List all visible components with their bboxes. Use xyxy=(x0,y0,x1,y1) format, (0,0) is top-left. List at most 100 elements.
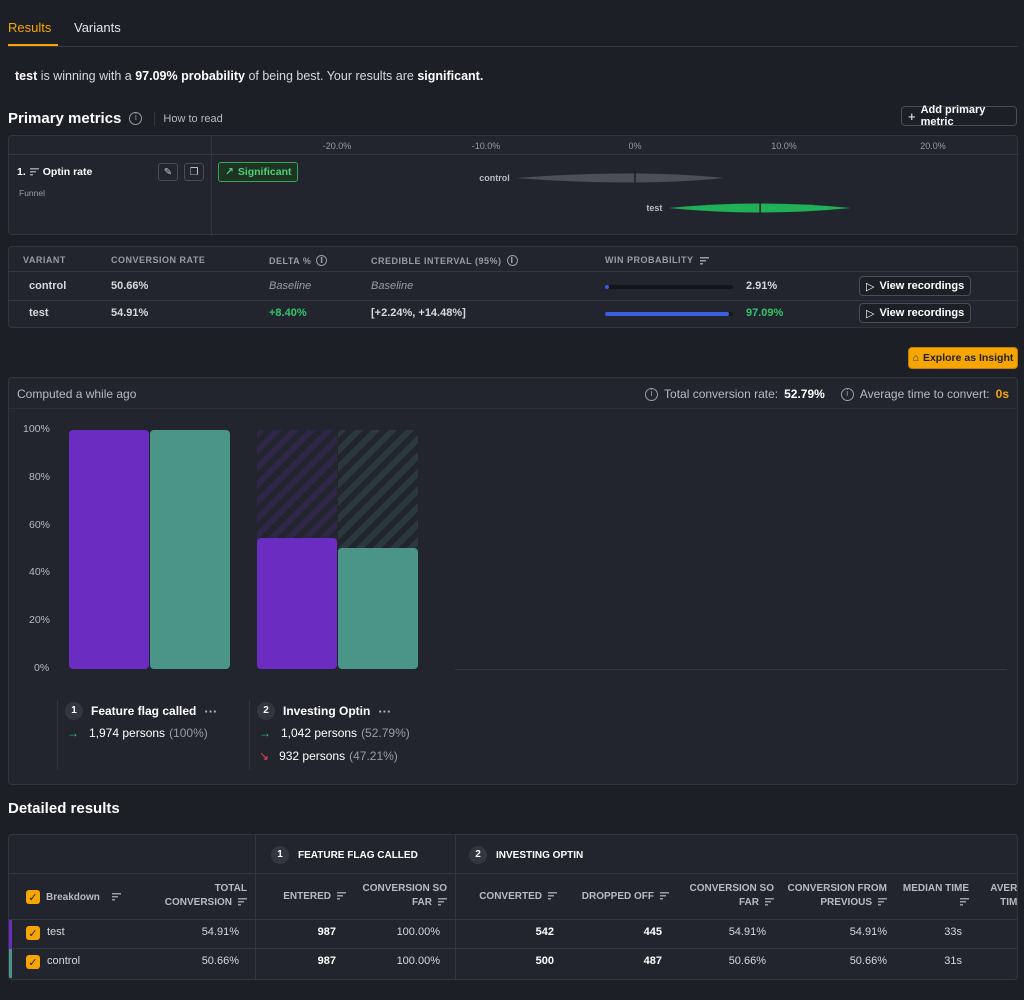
row-checkbox[interactable]: ✓ xyxy=(26,955,40,969)
y-tick-label: 40% xyxy=(29,566,51,579)
metric-index: 1. xyxy=(17,166,26,178)
header-label: Breakdown xyxy=(46,891,100,903)
persons-count: 1,042 persons xyxy=(281,726,358,740)
sort-icon[interactable] xyxy=(238,898,247,907)
divider xyxy=(9,271,1019,272)
info-icon[interactable]: i xyxy=(129,112,143,125)
column-header[interactable]: Total conversion xyxy=(147,882,247,910)
interval-violin-control xyxy=(515,173,725,183)
divider xyxy=(9,408,1019,409)
sort-icon[interactable] xyxy=(337,892,346,901)
column-header[interactable]: Dropped off xyxy=(569,890,669,904)
variant-name: control xyxy=(29,280,67,292)
duplicate-icon[interactable]: ❐ xyxy=(184,163,204,181)
select-all-checkbox[interactable]: ✓ xyxy=(26,890,40,904)
divider xyxy=(455,835,456,979)
section-title: Primary metrics xyxy=(8,110,122,127)
sort-icon[interactable] xyxy=(878,898,887,907)
add-primary-metric-button[interactable]: + Add primary metric xyxy=(901,104,1017,128)
dropped-persons: ↘ 932 persons (47.21%) xyxy=(259,749,398,763)
divider xyxy=(9,300,1019,301)
tab-results[interactable]: Results xyxy=(8,20,52,35)
cell-from_prev: 50.66% xyxy=(849,955,887,967)
cell-converted: 500 xyxy=(535,955,554,967)
cell-dropped: 445 xyxy=(643,926,662,938)
sort-icon[interactable] xyxy=(438,898,447,907)
axis-tick-label: 0% xyxy=(628,141,642,151)
edit-icon[interactable]: ✎ xyxy=(158,163,178,181)
primary-metric-panel: -20.0% -10.0% 0% 10.0% 20.0% 1. Optin rate F… xyxy=(8,135,1019,236)
group-feature-flag-called: 1 Feature flag called xyxy=(271,846,418,864)
info-icon[interactable]: i xyxy=(506,255,518,266)
column-header[interactable]: Conversion so far xyxy=(352,882,447,910)
step-number-badge: 1 xyxy=(65,702,83,720)
col-credible-interval: Credible interval (95%) i xyxy=(371,255,518,266)
how-to-read-link[interactable]: How to read xyxy=(163,112,223,125)
info-icon[interactable]: i xyxy=(316,255,328,266)
col-variant: Variant xyxy=(23,255,66,265)
primary-metrics-header: Primary metrics i How to read xyxy=(8,110,223,127)
summary-text: of being best. Your results are xyxy=(244,69,418,83)
average-time-label: Average time to convert: xyxy=(859,387,990,401)
funnel-bar-control[interactable] xyxy=(338,547,418,669)
column-header[interactable]: Converted xyxy=(467,890,557,904)
view-recordings-button[interactable]: ▷ View recordings xyxy=(859,276,972,296)
funnel-bar-test[interactable] xyxy=(257,537,337,669)
row-checkbox[interactable]: ✓ xyxy=(26,926,40,940)
column-header[interactable]: Conversion so far xyxy=(684,882,774,910)
sort-icon[interactable] xyxy=(111,893,121,901)
metric-title: 1. Optin rate xyxy=(17,166,92,178)
detailed-results-table: 1 Feature flag called 2 Investing Optin … xyxy=(8,834,1018,980)
funnel-step-legend: 1 Feature flag called ··· → 1,974 persons (10… xyxy=(57,700,237,770)
credible-interval-chart: control test xyxy=(479,171,851,215)
column-header[interactable]: Entered xyxy=(256,890,346,904)
column-header[interactable]: Conversion from previous xyxy=(777,882,887,910)
info-icon[interactable]: i xyxy=(645,387,659,401)
more-icon[interactable]: ··· xyxy=(378,703,392,719)
view-recordings-button[interactable]: ▷ View recordings xyxy=(859,303,972,323)
converted-persons: → 1,974 persons (100%) xyxy=(67,726,208,740)
header-label: Average time xyxy=(990,883,1018,908)
step-number-badge: 2 xyxy=(257,702,275,720)
divider xyxy=(9,919,1017,920)
divider xyxy=(154,111,156,126)
step-number-badge: 1 xyxy=(271,846,289,864)
credible-interval-value: [+2.24%, +14.48%] xyxy=(371,307,466,319)
info-icon[interactable]: i xyxy=(840,387,854,401)
header-label: Conversion from previous xyxy=(787,883,887,908)
variant-table: Variant Conversion rate Delta % i Credibl… xyxy=(8,246,1019,328)
col-conversion-rate: Conversion rate xyxy=(111,255,206,265)
win-probability: 97.09% probability xyxy=(135,69,245,83)
winner-variant: test xyxy=(15,69,38,83)
sort-icon[interactable] xyxy=(660,892,669,901)
explore-as-insight-button[interactable]: ⌂ Explore as Insight xyxy=(908,347,1018,369)
step-number-badge: 2 xyxy=(469,846,487,864)
cell-converted: 542 xyxy=(535,926,554,938)
divider xyxy=(211,136,212,236)
header-label: Median time xyxy=(902,883,969,894)
win-probability-fill xyxy=(605,285,609,289)
col-win-probability: Win probability xyxy=(605,255,709,265)
sort-icon[interactable] xyxy=(548,892,557,901)
group-label: Investing Optin xyxy=(496,849,584,861)
cell-entered: 987 xyxy=(317,955,336,967)
funnel-bar-test[interactable] xyxy=(69,430,149,669)
win-probability-value: 2.91% xyxy=(746,280,778,292)
sort-icon[interactable] xyxy=(765,898,774,907)
column-header[interactable]: Average time xyxy=(979,882,1018,910)
header-label: Win probability xyxy=(605,255,694,265)
sort-icon[interactable] xyxy=(960,898,969,907)
column-header[interactable]: Median time xyxy=(899,882,969,910)
more-icon[interactable]: ··· xyxy=(204,703,218,719)
breakdown-header: ✓ Breakdown xyxy=(26,890,121,904)
converted-persons: → 1,042 persons (52.79%) xyxy=(259,726,410,740)
divider xyxy=(249,700,250,770)
group-investing-optin: 2 Investing Optin xyxy=(469,846,583,864)
sort-icon[interactable] xyxy=(699,256,709,265)
significant-badge: ↗ Significant xyxy=(218,162,299,182)
funnel-bar-control[interactable] xyxy=(150,430,230,669)
delta-value: +8.40% xyxy=(269,307,307,319)
persons-count: 932 persons xyxy=(279,749,346,763)
tab-variants[interactable]: Variants xyxy=(74,20,121,35)
funnel-stats: i Total conversion rate: 52.79% i Averag… xyxy=(645,387,1009,401)
